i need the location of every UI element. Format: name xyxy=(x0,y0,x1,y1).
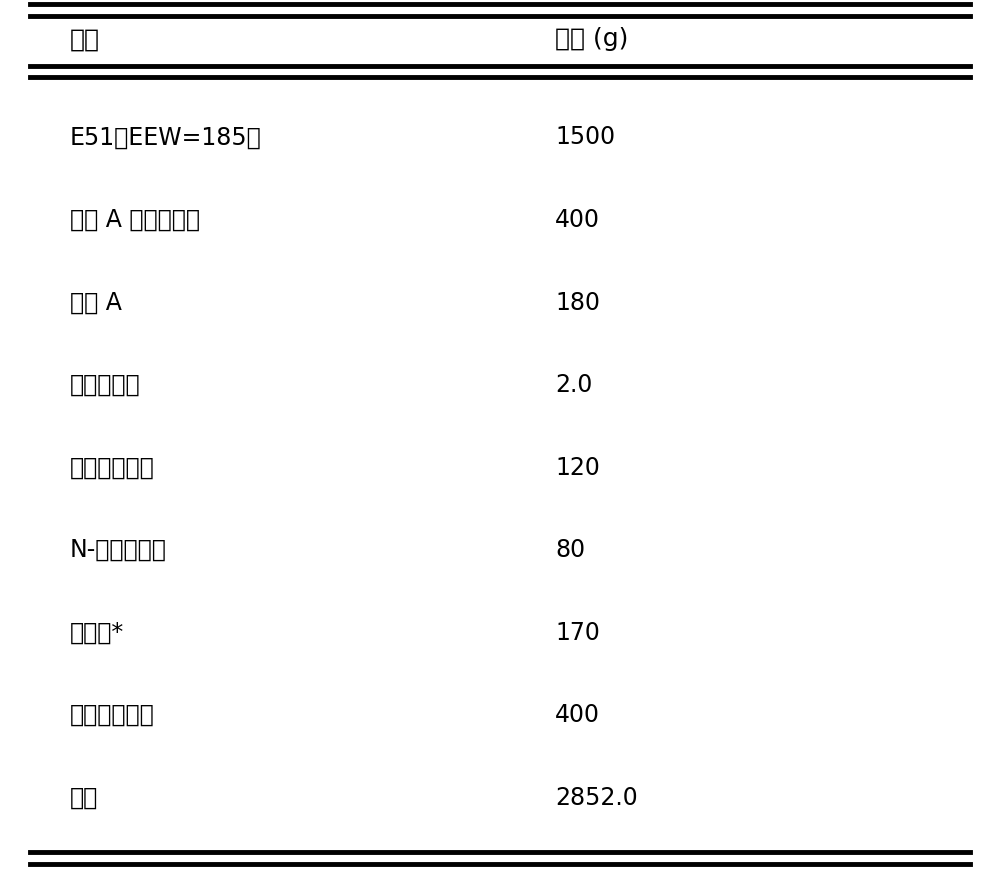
Text: 2.0: 2.0 xyxy=(555,373,592,397)
Text: 双酚 A 型酚醆树脂: 双酚 A 型酚醆树脂 xyxy=(70,208,200,232)
Text: E51（EEW=185）: E51（EEW=185） xyxy=(70,125,262,149)
Text: 120: 120 xyxy=(555,455,600,480)
Text: 400: 400 xyxy=(555,208,600,232)
Text: N-甲基乙醇胺: N-甲基乙醇胺 xyxy=(70,538,167,562)
Text: 总重: 总重 xyxy=(70,786,98,810)
Text: 用量 (g): 用量 (g) xyxy=(555,27,628,52)
Text: 1500: 1500 xyxy=(555,125,615,149)
Text: 二甲基苄胺: 二甲基苄胺 xyxy=(70,373,141,397)
Text: 遣亚胺*: 遣亚胺* xyxy=(70,621,124,645)
Text: 400: 400 xyxy=(555,704,600,727)
Text: 170: 170 xyxy=(555,621,600,645)
Text: 80: 80 xyxy=(555,538,585,562)
Text: 甲基异丁基酷: 甲基异丁基酷 xyxy=(70,704,155,727)
Text: 180: 180 xyxy=(555,290,600,315)
Text: 2852.0: 2852.0 xyxy=(555,786,638,810)
Text: 甲基异丁基酷: 甲基异丁基酷 xyxy=(70,455,155,480)
Text: 组分: 组分 xyxy=(70,27,100,52)
Text: 双酚 A: 双酚 A xyxy=(70,290,122,315)
